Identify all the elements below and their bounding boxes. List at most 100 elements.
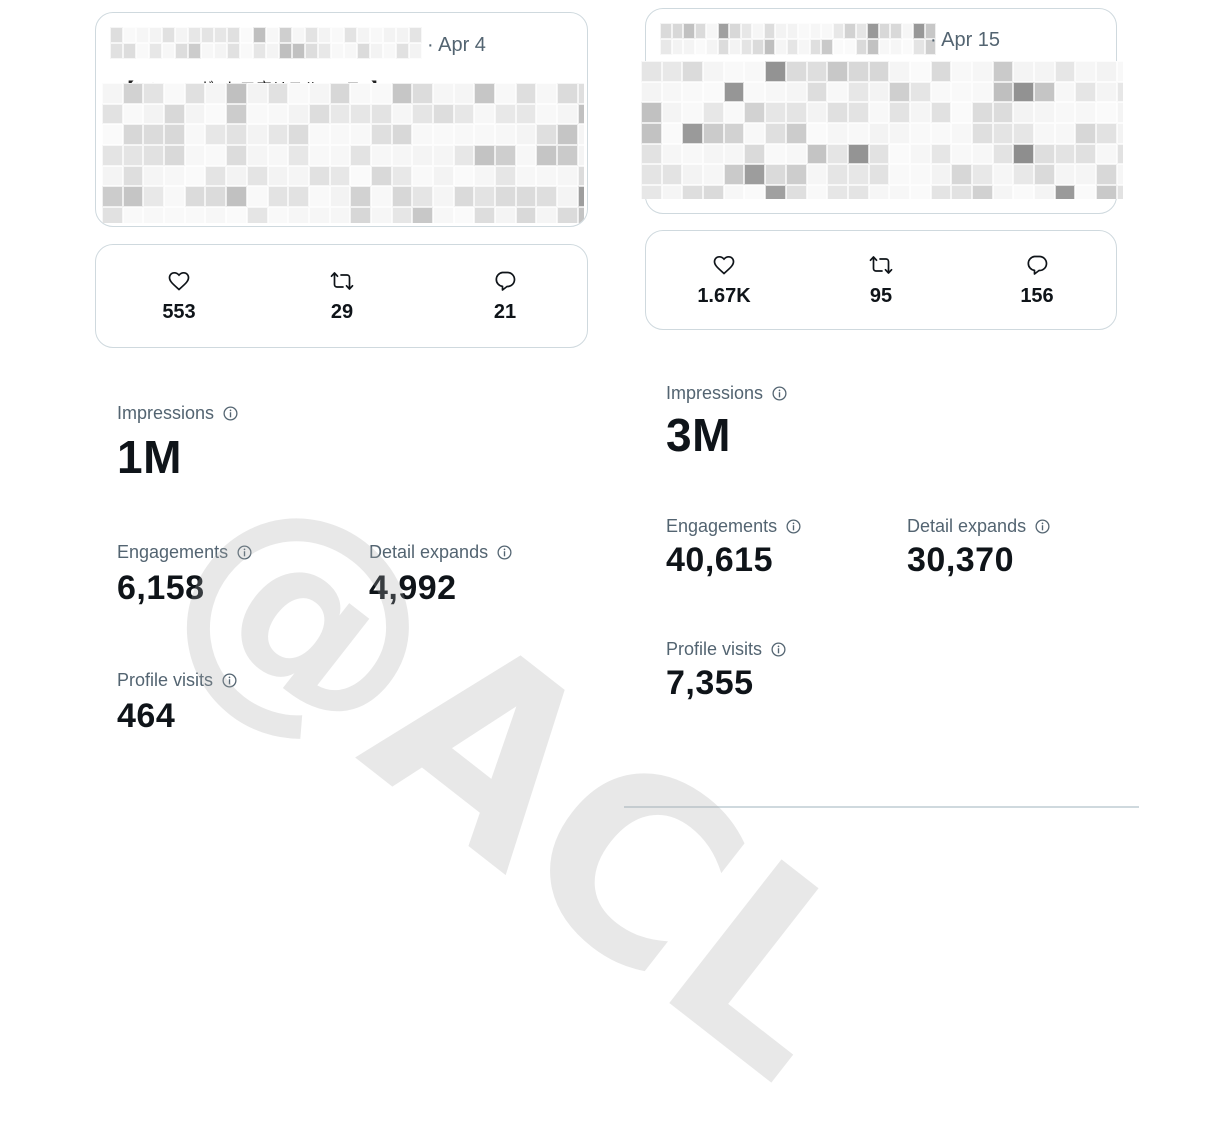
mosaic-cell	[357, 27, 370, 43]
mosaic-cell	[370, 186, 392, 208]
mosaic-cell	[164, 145, 185, 166]
mosaic-cell	[453, 165, 475, 187]
mosaic-cell	[1054, 81, 1076, 103]
mosaic-cell	[515, 186, 537, 208]
mosaic-cell	[136, 43, 149, 59]
mosaic-cell	[868, 61, 890, 82]
mosaic-cell	[214, 27, 227, 43]
mosaic-cell	[396, 27, 409, 43]
left-retweet-stat[interactable]: 29	[282, 269, 402, 324]
mosaic-cell	[827, 143, 848, 165]
mosaic-cell	[1013, 102, 1035, 124]
mosaic-cell	[267, 124, 289, 146]
mosaic-cell	[536, 103, 558, 125]
mosaic-cell	[972, 123, 993, 144]
right-like-count: 1.67K	[697, 285, 751, 307]
mosaic-cell	[972, 185, 993, 199]
mosaic-cell	[661, 164, 683, 186]
right-tweet-date: · Apr 15	[930, 29, 1001, 51]
mosaic-cell	[143, 103, 165, 125]
mosaic-cell	[288, 124, 309, 146]
mosaic-cell	[474, 145, 496, 166]
mosaic-cell	[740, 39, 752, 55]
mosaic-cell	[1075, 123, 1097, 144]
mosaic-cell	[331, 27, 344, 43]
right-retweet-stat[interactable]: 95	[821, 253, 941, 308]
mosaic-cell	[557, 83, 578, 104]
mosaic-cell	[143, 83, 165, 104]
mosaic-cell	[1013, 81, 1035, 103]
mosaic-cell	[495, 83, 516, 104]
mosaic-cell	[930, 164, 952, 186]
mosaic-cell	[329, 207, 351, 223]
right-impressions-label-row: Impressions	[666, 383, 788, 404]
mosaic-cell	[240, 43, 253, 59]
mosaic-cell	[798, 39, 810, 55]
right-like-stat[interactable]: 1.67K	[664, 253, 784, 308]
mosaic-cell	[889, 102, 910, 124]
mosaic-cell	[765, 143, 786, 165]
mosaic-cell	[765, 185, 786, 199]
mosaic-cell	[1116, 81, 1123, 103]
mosaic-cell	[577, 103, 584, 125]
mosaic-cell	[253, 27, 266, 43]
mosaic-cell	[752, 39, 764, 55]
mosaic-cell	[930, 143, 952, 165]
mosaic-cell	[1096, 164, 1117, 186]
mosaic-cell	[136, 27, 149, 43]
mosaic-cell	[350, 207, 371, 223]
info-icon[interactable]	[221, 672, 238, 689]
mosaic-cell	[391, 103, 413, 125]
mosaic-cell	[288, 83, 309, 104]
mosaic-cell	[682, 61, 704, 82]
mosaic-cell	[577, 165, 584, 187]
mosaic-cell	[391, 165, 413, 187]
mosaic-cell	[370, 83, 392, 104]
info-icon[interactable]	[496, 544, 513, 561]
info-icon[interactable]	[236, 544, 253, 561]
mosaic-cell	[495, 124, 516, 146]
right-reply-stat[interactable]: 156	[977, 253, 1097, 308]
mosaic-cell	[205, 165, 227, 187]
mosaic-cell	[308, 145, 330, 166]
left-like-count: 553	[162, 301, 196, 323]
mosaic-cell	[951, 102, 972, 124]
mosaic-cell	[806, 164, 828, 186]
mosaic-cell	[515, 124, 537, 146]
mosaic-cell	[162, 43, 175, 59]
mosaic-cell	[785, 185, 807, 199]
mosaic-cell	[868, 185, 890, 199]
mosaic-cell	[765, 123, 786, 144]
mosaic-cell	[1013, 164, 1035, 186]
left-like-stat[interactable]: 553	[119, 269, 239, 324]
mosaic-cell	[744, 61, 766, 82]
mosaic-cell	[909, 185, 931, 199]
mosaic-cell	[344, 43, 357, 59]
mosaic-cell	[412, 103, 433, 125]
info-icon[interactable]	[1034, 518, 1051, 535]
info-icon[interactable]	[771, 385, 788, 402]
left-reply-stat[interactable]: 21	[445, 269, 565, 324]
mosaic-cell	[288, 207, 309, 223]
mosaic-cell	[832, 39, 844, 55]
mosaic-cell	[909, 81, 931, 103]
mosaic-cell	[391, 124, 413, 146]
mosaic-cell	[474, 83, 496, 104]
mosaic-cell	[972, 61, 993, 82]
info-icon[interactable]	[785, 518, 802, 535]
info-icon[interactable]	[770, 641, 787, 658]
mosaic-cell	[143, 186, 165, 208]
mosaic-cell	[557, 186, 578, 208]
mosaic-cell	[350, 83, 371, 104]
mosaic-cell	[752, 23, 764, 39]
mosaic-cell	[744, 102, 766, 124]
mosaic-cell	[844, 39, 856, 55]
info-icon[interactable]	[222, 405, 239, 422]
mosaic-cell	[972, 81, 993, 103]
left-tweet-card[interactable]: 【ココニ···ガ□ト二店リスル□…ス□】	[95, 12, 588, 227]
mosaic-cell	[515, 103, 537, 125]
mosaic-cell	[661, 143, 683, 165]
left-impressions-label-row: Impressions	[117, 403, 239, 424]
mosaic-cell	[1054, 185, 1076, 199]
mosaic-cell	[847, 123, 869, 144]
